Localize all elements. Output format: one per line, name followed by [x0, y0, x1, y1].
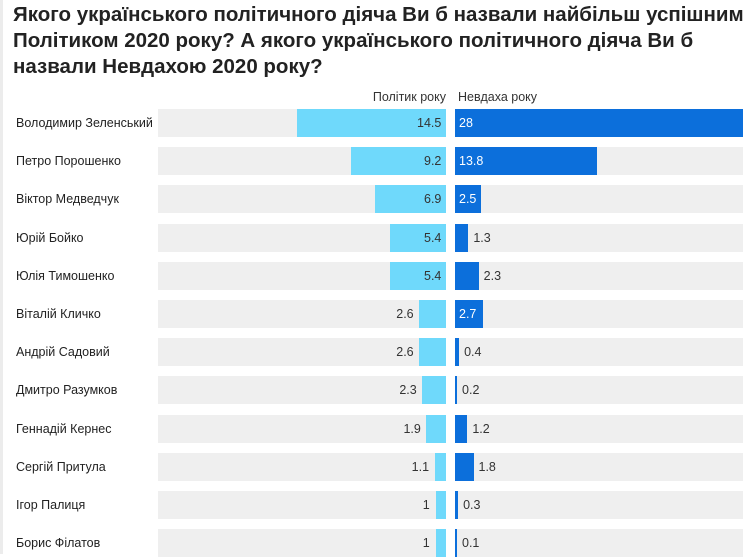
politician-bar: [390, 224, 446, 252]
left-track: [158, 453, 446, 481]
row-label: Ігор Палиця: [16, 498, 86, 512]
row-label: Дмитро Разумков: [16, 383, 118, 397]
politician-value: 1: [422, 536, 430, 550]
loser-bar: [455, 185, 481, 213]
politician-bar: [419, 300, 446, 328]
politician-bar: [296, 109, 446, 137]
loser-value: 1.2: [472, 422, 490, 436]
row-label: Віталій Кличко: [16, 307, 101, 321]
left-track: [158, 300, 446, 328]
table-row: Ігор Палиця 1 0.3: [0, 491, 753, 519]
right-track: [455, 338, 743, 366]
row-label: Володимир Зеленський: [16, 116, 153, 130]
loser-value: 2.3: [483, 269, 502, 283]
table-row: Петро Порошенко 9.2 13.8: [0, 147, 753, 175]
politician-bar: [426, 415, 446, 443]
row-label: Борис Філатов: [16, 536, 101, 550]
table-row: Віталій Кличко 2.6 2.7: [0, 300, 753, 328]
right-track: [455, 262, 743, 290]
loser-bar: [455, 147, 597, 175]
loser-bar: [455, 415, 468, 443]
row-label: Андрій Садовий: [16, 345, 110, 359]
table-row: Віктор Медведчук 6.9 2.5: [0, 185, 753, 213]
left-track: [158, 338, 446, 366]
politician-bar: [434, 453, 446, 481]
politician-value: 2.6: [396, 345, 414, 359]
row-label: Юлія Тимошенко: [16, 269, 115, 283]
legend-politician-of-year: Політик року: [372, 90, 446, 104]
loser-value: 13.8: [459, 154, 484, 168]
loser-bar: [455, 262, 479, 290]
loser-bar: [455, 300, 483, 328]
loser-value: 2.7: [459, 307, 477, 321]
table-row: Геннадій Кернес 1.9 1.2: [0, 415, 753, 443]
politician-bar: [351, 147, 446, 175]
politician-value: 6.9: [424, 192, 442, 206]
loser-value: 28: [459, 116, 473, 130]
loser-value: 0.1: [462, 536, 480, 550]
loser-bar: [455, 529, 457, 557]
politician-value: 1: [422, 498, 430, 512]
table-row: Дмитро Разумков 2.3 0.2: [0, 376, 753, 404]
left-track: [158, 376, 446, 404]
table-row: Андрій Садовий 2.6 0.4: [0, 338, 753, 366]
loser-bar: [455, 224, 469, 252]
right-track: [455, 300, 743, 328]
right-track: [455, 491, 743, 519]
politician-bar: [422, 376, 446, 404]
politician-value: 5.4: [424, 231, 442, 245]
table-row: Юлія Тимошенко 5.4 2.3: [0, 262, 753, 290]
politician-bar: [435, 491, 446, 519]
politician-value: 2.6: [396, 307, 414, 321]
left-track: [158, 415, 446, 443]
politician-value: 9.2: [424, 154, 442, 168]
left-track: [158, 491, 446, 519]
table-row: Борис Філатов 1 0.1: [0, 529, 753, 557]
left-track: [158, 529, 446, 557]
politician-bar: [390, 262, 446, 290]
row-label: Петро Порошенко: [16, 154, 121, 168]
politician-bar: [375, 185, 446, 213]
right-track: [455, 415, 743, 443]
politician-value: 1.9: [403, 422, 421, 436]
row-label: Віктор Медведчук: [16, 192, 119, 206]
right-track: [455, 529, 743, 557]
politician-bar: [435, 529, 446, 557]
loser-bar: [455, 491, 459, 519]
row-label: Сергій Притула: [16, 460, 106, 474]
row-label: Юрій Бойко: [16, 231, 84, 245]
loser-bar: [455, 338, 460, 366]
row-label: Геннадій Кернес: [16, 422, 112, 436]
loser-value: 2.5: [459, 192, 477, 206]
chart-title: Якого українського політичного діяча Ви …: [13, 3, 744, 78]
table-row: Володимир Зеленський 14.5 28: [0, 109, 753, 137]
table-row: Сергій Притула 1.1 1.8: [0, 453, 753, 481]
loser-bar: [455, 109, 743, 137]
loser-value: 1.8: [478, 460, 496, 474]
politician-bar: [419, 338, 446, 366]
loser-bar: [455, 453, 474, 481]
politician-value: 1.1: [411, 460, 430, 474]
loser-value: 0.4: [464, 345, 482, 359]
right-track: [455, 224, 743, 252]
loser-value: 0.3: [463, 498, 481, 512]
politician-value: 2.3: [399, 383, 417, 397]
loser-bar: [455, 376, 458, 404]
right-track: [455, 453, 743, 481]
loser-value: 1.3: [473, 231, 491, 245]
politician-value: 14.5: [417, 116, 442, 130]
loser-value: 0.2: [462, 383, 480, 397]
left-rule: [0, 0, 3, 554]
table-row: Юрій Бойко 5.4 1.3: [0, 224, 753, 252]
right-track: [455, 185, 743, 213]
politician-value: 5.4: [424, 269, 442, 283]
right-track: [455, 376, 743, 404]
legend-loser-of-year: Невдаха року: [458, 90, 538, 104]
